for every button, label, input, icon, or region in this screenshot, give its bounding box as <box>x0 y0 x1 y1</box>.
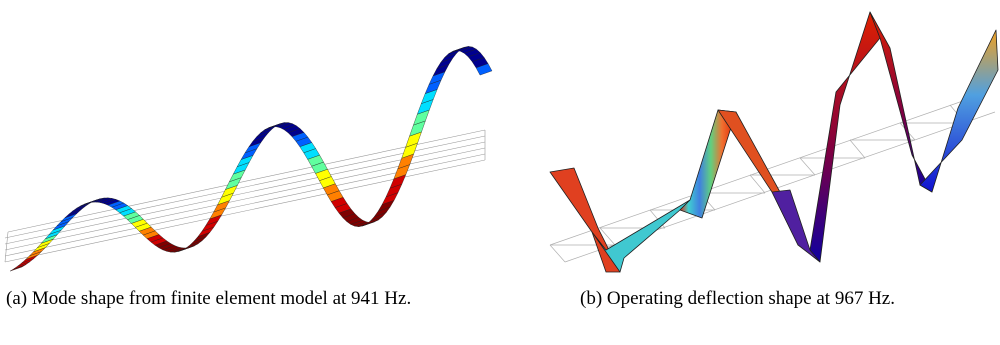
undeformed-mesh <box>4 129 486 263</box>
caption-a: (a) Mode shape from finite element model… <box>6 286 446 312</box>
mesh-strip <box>475 63 493 76</box>
ods-plot <box>549 11 999 273</box>
caption-text: Operating deflection shape at 967 Hz. <box>606 288 895 309</box>
deflection-surface <box>549 11 999 273</box>
subfigure-a: (a) Mode shape from finite element model… <box>4 46 493 312</box>
caption-text: Mode shape from finite element model at … <box>31 288 412 309</box>
subfigure-b: (b) Operating deflection shape at 967 Hz… <box>540 0 1000 345</box>
fe-mode-shape-plot <box>4 46 493 272</box>
mode-shape-surface <box>9 46 493 272</box>
caption-label: (a) <box>6 288 28 309</box>
caption-b: (b) Operating deflection shape at 967 Hz… <box>580 286 1000 312</box>
caption-label: (b) <box>580 288 603 309</box>
